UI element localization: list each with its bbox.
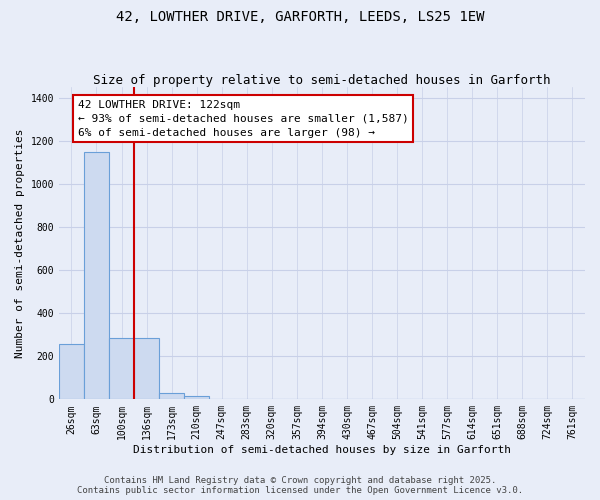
Bar xyxy=(59,344,84,400)
Bar xyxy=(184,396,209,400)
Y-axis label: Number of semi-detached properties: Number of semi-detached properties xyxy=(15,128,25,358)
Title: Size of property relative to semi-detached houses in Garforth: Size of property relative to semi-detach… xyxy=(93,74,551,87)
Bar xyxy=(84,152,109,400)
X-axis label: Distribution of semi-detached houses by size in Garforth: Distribution of semi-detached houses by … xyxy=(133,445,511,455)
Text: Contains HM Land Registry data © Crown copyright and database right 2025.
Contai: Contains HM Land Registry data © Crown c… xyxy=(77,476,523,495)
Bar xyxy=(109,338,134,400)
Bar xyxy=(134,338,159,400)
Text: 42 LOWTHER DRIVE: 122sqm
← 93% of semi-detached houses are smaller (1,587)
6% of: 42 LOWTHER DRIVE: 122sqm ← 93% of semi-d… xyxy=(78,100,409,138)
Text: 42, LOWTHER DRIVE, GARFORTH, LEEDS, LS25 1EW: 42, LOWTHER DRIVE, GARFORTH, LEEDS, LS25… xyxy=(116,10,484,24)
Bar xyxy=(159,393,184,400)
